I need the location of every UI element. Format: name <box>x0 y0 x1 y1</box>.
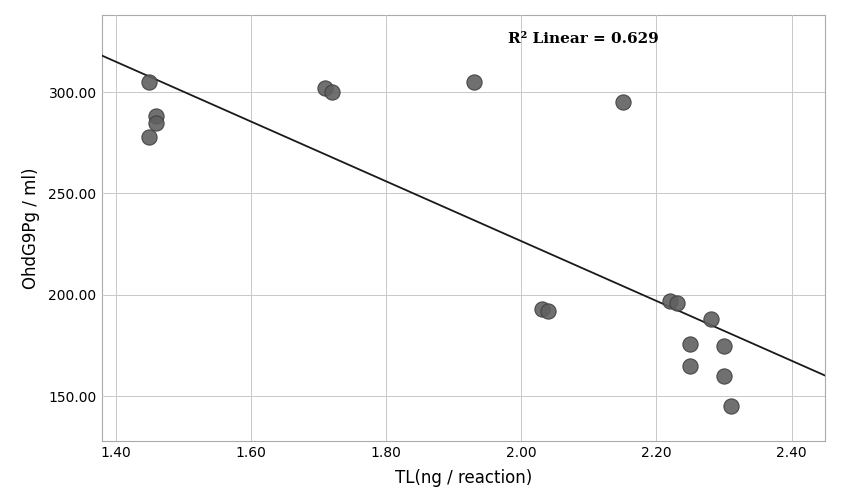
Point <box>683 362 697 370</box>
Point <box>325 88 339 96</box>
Point <box>616 98 630 106</box>
Point <box>717 342 731 350</box>
Point <box>143 133 157 141</box>
Point <box>704 315 717 323</box>
Point <box>683 340 697 348</box>
Point <box>663 297 677 305</box>
Point <box>143 78 157 86</box>
Point <box>670 299 683 307</box>
Point <box>150 119 163 127</box>
Point <box>150 112 163 120</box>
Point <box>541 307 555 315</box>
Point <box>467 78 481 86</box>
Point <box>717 372 731 380</box>
Y-axis label: OhdG9Pg / ml): OhdG9Pg / ml) <box>22 167 40 289</box>
X-axis label: TL(ng / reaction): TL(ng / reaction) <box>395 469 533 487</box>
Point <box>534 305 548 313</box>
Text: R² Linear = 0.629: R² Linear = 0.629 <box>508 33 659 47</box>
Point <box>724 402 738 410</box>
Point <box>318 84 332 92</box>
